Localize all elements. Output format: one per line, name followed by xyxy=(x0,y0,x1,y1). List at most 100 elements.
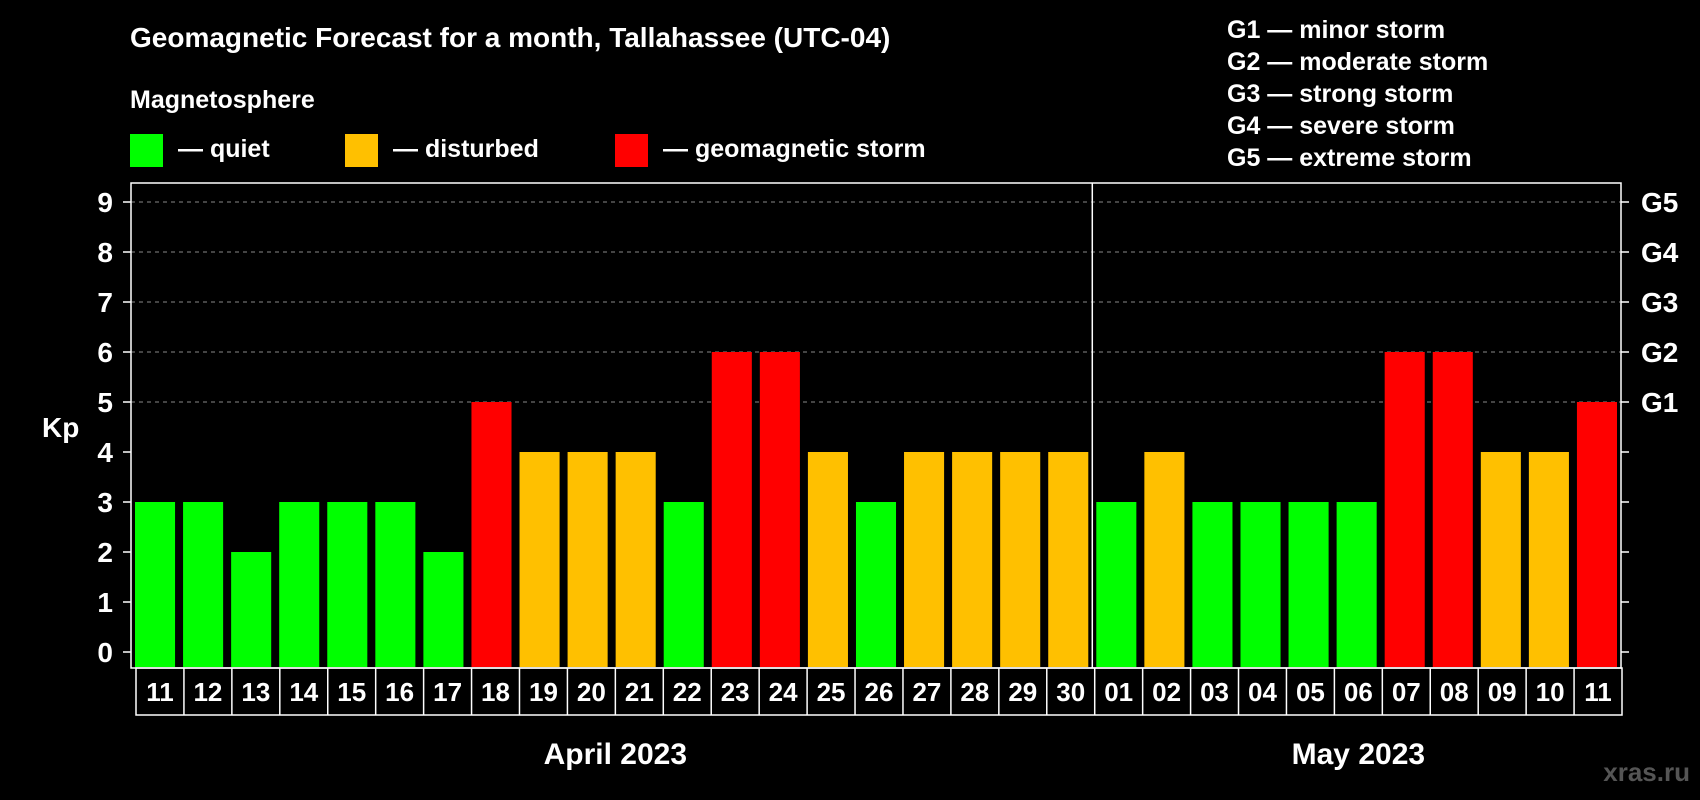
bar xyxy=(519,452,560,667)
x-tick-label: 12 xyxy=(193,677,222,707)
x-tick-label: 15 xyxy=(337,677,366,707)
bar xyxy=(471,402,512,667)
x-tick-label: 08 xyxy=(1440,677,1469,707)
x-tick-label: 16 xyxy=(385,677,414,707)
legend-swatch xyxy=(615,134,648,167)
chart-title: Geomagnetic Forecast for a month, Tallah… xyxy=(130,22,890,53)
x-tick-label: 22 xyxy=(673,677,702,707)
x-tick-label: 19 xyxy=(529,677,558,707)
y-tick-label: 9 xyxy=(97,187,113,218)
day-cells-frame xyxy=(135,667,1623,716)
y-tick-label: 3 xyxy=(97,487,113,518)
legend-swatch xyxy=(345,134,378,167)
x-tick-label: 01 xyxy=(1104,677,1133,707)
bar xyxy=(1144,452,1185,667)
storm-level-list: G1 — minor storm G2 — moderate storm G3 — … xyxy=(1227,16,1488,172)
x-tick-label: 18 xyxy=(481,677,510,707)
bar xyxy=(135,502,176,667)
bar xyxy=(1384,352,1425,667)
legend: — quiet — disturbed — geomagnetic storm xyxy=(130,134,926,167)
y-tick-label: 6 xyxy=(97,337,113,368)
bar xyxy=(711,352,752,667)
bar xyxy=(1432,352,1473,667)
legend-label: — quiet xyxy=(178,135,270,163)
x-tick-label: 06 xyxy=(1344,677,1373,707)
y-tick-label: 7 xyxy=(97,287,113,318)
x-tick-label: 02 xyxy=(1152,677,1181,707)
bar xyxy=(759,352,800,667)
grid-lines xyxy=(131,201,1621,403)
y-tick-label: 4 xyxy=(97,437,113,468)
month-label: April 2023 xyxy=(544,738,687,771)
legend-heading: Magnetosphere xyxy=(130,86,315,114)
g-scale-label: G2 xyxy=(1641,337,1678,368)
x-tick-label: 30 xyxy=(1056,677,1085,707)
bar xyxy=(952,452,993,667)
bar xyxy=(1048,452,1089,667)
x-tick-label: 21 xyxy=(625,677,654,707)
bar xyxy=(375,502,416,667)
x-tick-label: 28 xyxy=(960,677,989,707)
bar xyxy=(1480,452,1521,667)
x-tick-label: 03 xyxy=(1200,677,1229,707)
x-tick-label: 09 xyxy=(1488,677,1517,707)
bar xyxy=(1096,502,1137,667)
y-tick-label: 5 xyxy=(97,387,113,418)
x-tick-label: 10 xyxy=(1536,677,1565,707)
bar xyxy=(855,502,897,667)
bar xyxy=(423,552,464,667)
bar xyxy=(567,452,608,667)
x-tick-label: 20 xyxy=(577,677,606,707)
x-tick-label: 04 xyxy=(1248,677,1277,707)
bar xyxy=(1336,502,1377,667)
bar xyxy=(1528,452,1569,667)
y-tick-label: 0 xyxy=(97,637,113,668)
y-tick-label: 8 xyxy=(97,237,113,268)
bar xyxy=(231,552,272,667)
y-axis-label: Kp xyxy=(42,412,79,443)
storm-level-item: G5 — extreme storm xyxy=(1227,144,1472,172)
x-tick-label: 26 xyxy=(865,677,894,707)
x-tick-label: 07 xyxy=(1392,677,1421,707)
y-tick-label: 2 xyxy=(97,537,113,568)
bars xyxy=(135,352,1617,667)
bar xyxy=(807,452,848,667)
month-labels: April 2023 May 2023 xyxy=(544,738,1425,771)
y-tick-label: 1 xyxy=(97,587,113,618)
x-tick-label: 29 xyxy=(1008,677,1037,707)
bar xyxy=(663,502,704,667)
x-tick-label: 23 xyxy=(721,677,750,707)
x-axis: 11 12 13 14 15 16 17 18 19 20 21 22 23 24 25 26 27 28 29 30… xyxy=(135,667,1623,716)
storm-level-item: G3 — strong storm xyxy=(1227,80,1453,108)
watermark: xras.ru xyxy=(1603,757,1690,787)
bar xyxy=(1240,502,1281,667)
legend-label: — geomagnetic storm xyxy=(663,135,926,163)
x-tick-label: 14 xyxy=(289,677,318,707)
x-tick-label: 17 xyxy=(433,677,462,707)
x-tick-label: 05 xyxy=(1296,677,1325,707)
x-tick-label: 24 xyxy=(769,677,798,707)
g-scale-axis: G1 G2 G3 G4 G5 xyxy=(1621,187,1679,653)
y-axis: 0 1 2 3 4 5 6 7 8 9 xyxy=(97,187,131,668)
x-tick-label: 25 xyxy=(817,677,846,707)
month-label: May 2023 xyxy=(1292,738,1425,771)
bar xyxy=(1288,502,1329,667)
bar xyxy=(279,502,320,667)
bar xyxy=(183,502,224,667)
x-tick-label: 11 xyxy=(146,677,174,707)
g-scale-label: G5 xyxy=(1641,187,1678,218)
g-scale-label: G3 xyxy=(1641,287,1678,318)
bar xyxy=(327,502,368,667)
x-tick-label: 13 xyxy=(241,677,270,707)
bar xyxy=(1192,502,1233,667)
legend-swatch xyxy=(130,134,163,167)
bar xyxy=(615,452,656,667)
storm-level-item: G2 — moderate storm xyxy=(1227,48,1488,76)
bar xyxy=(1576,402,1617,667)
storm-level-item: G4 — severe storm xyxy=(1227,112,1455,140)
g-scale-label: G4 xyxy=(1641,237,1679,268)
bar xyxy=(904,452,945,667)
x-tick-label: 27 xyxy=(912,677,941,707)
bar xyxy=(1000,452,1041,667)
